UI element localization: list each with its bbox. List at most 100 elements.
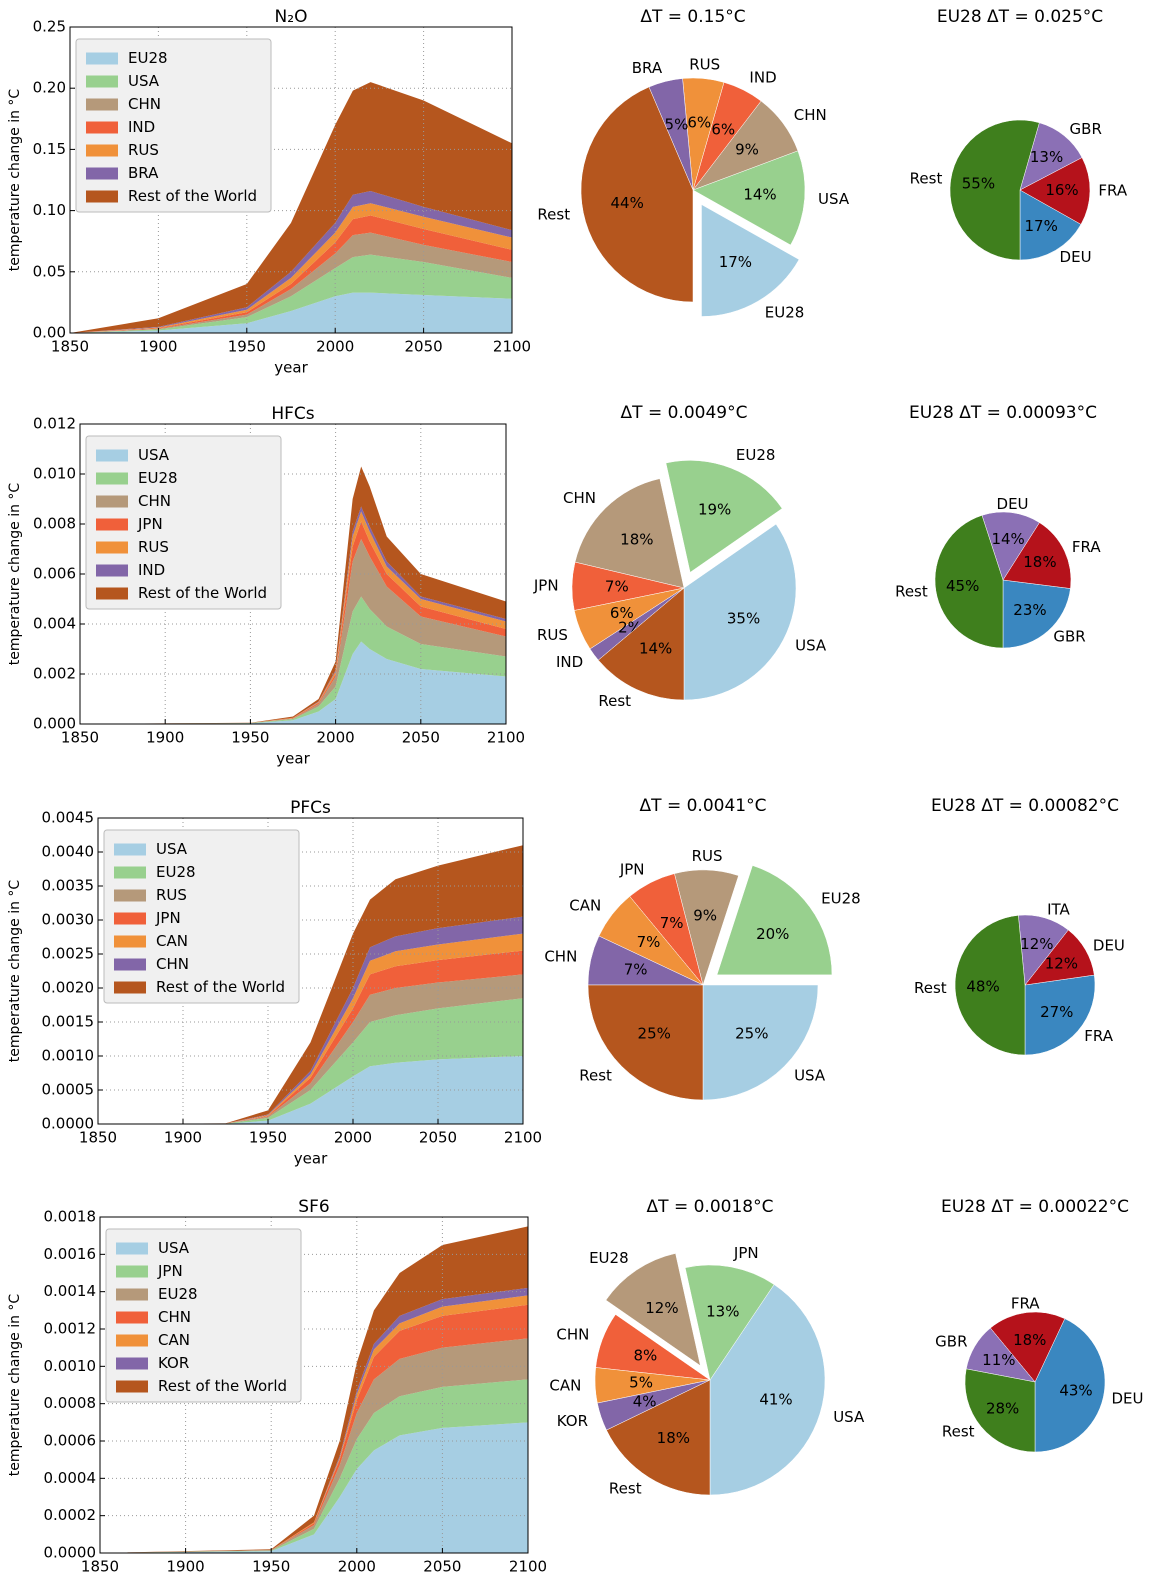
x-tick-label: 2050 bbox=[419, 1129, 457, 1147]
slice-label: DEU bbox=[1093, 936, 1125, 954]
chart-title: EU28 ΔT = 0.00022°C bbox=[941, 1197, 1129, 1217]
slice-percent: 9% bbox=[693, 907, 717, 925]
y-axis-label: temperature change in °C bbox=[7, 880, 23, 1063]
slice-label: JPN bbox=[733, 1244, 759, 1262]
legend-swatch bbox=[114, 935, 146, 948]
slice-label: Rest bbox=[609, 1480, 642, 1498]
area-series bbox=[98, 1056, 523, 1124]
x-tick-label: 2050 bbox=[402, 729, 440, 747]
slice-label: CAN bbox=[569, 897, 601, 915]
legend-label: Rest of the World bbox=[128, 187, 257, 205]
y-axis-label: temperature change in °C bbox=[7, 89, 23, 272]
legend-label: Rest of the World bbox=[158, 1377, 287, 1395]
legend-label: CAN bbox=[156, 932, 188, 950]
area-series bbox=[80, 466, 506, 724]
legend-label: USA bbox=[138, 446, 170, 464]
slice-label: FRA bbox=[1072, 538, 1101, 556]
slice-percent: 17% bbox=[1025, 217, 1058, 235]
y-tick-label: 0.0005 bbox=[42, 1081, 95, 1099]
slice-label: Rest bbox=[579, 1067, 612, 1085]
area-series bbox=[98, 998, 523, 1124]
slice-percent: 13% bbox=[1030, 148, 1063, 166]
x-tick-label: 1900 bbox=[139, 338, 177, 356]
y-tick-label: 0.0008 bbox=[44, 1394, 97, 1412]
legend-label: KOR bbox=[158, 1354, 189, 1372]
slice-percent: 7% bbox=[605, 577, 629, 595]
pie-slice bbox=[580, 86, 694, 303]
y-tick-label: 0.000 bbox=[33, 715, 76, 733]
legend-swatch bbox=[114, 843, 146, 856]
legend-swatch bbox=[116, 1380, 148, 1393]
slice-percent: 18% bbox=[1013, 1331, 1046, 1349]
x-tick-label: 1900 bbox=[167, 1558, 205, 1576]
x-tick-label: 1950 bbox=[249, 1129, 287, 1147]
chart-title: PFCs bbox=[290, 798, 331, 818]
y-tick-label: 0.0010 bbox=[42, 1047, 95, 1065]
y-axis-label: temperature change in °C bbox=[7, 1294, 23, 1477]
y-tick-label: 0.15 bbox=[33, 140, 66, 158]
area-series bbox=[100, 1304, 528, 1553]
y-tick-label: 0.0006 bbox=[44, 1432, 97, 1450]
legend-swatch bbox=[86, 75, 118, 88]
area-series bbox=[100, 1226, 528, 1553]
x-tick-label: 2100 bbox=[487, 729, 525, 747]
slice-percent: 8% bbox=[633, 1346, 657, 1364]
pie-slice bbox=[1002, 579, 1071, 649]
legend-label: JPN bbox=[157, 1262, 183, 1280]
y-tick-label: 0.00 bbox=[33, 324, 66, 342]
x-tick-label: 2100 bbox=[504, 1129, 542, 1147]
x-tick-label: 2100 bbox=[509, 1558, 547, 1576]
slice-label: DEU bbox=[997, 495, 1029, 513]
pie-slice bbox=[574, 478, 685, 589]
chart-title: ΔT = 0.15°C bbox=[640, 7, 745, 27]
slice-percent: 6% bbox=[610, 604, 634, 622]
slice-percent: 12% bbox=[645, 1299, 678, 1317]
slice-percent: 9% bbox=[735, 140, 759, 158]
legend-swatch bbox=[86, 98, 118, 111]
pie-slice bbox=[692, 150, 806, 246]
slice-label: EU28 bbox=[821, 890, 861, 908]
x-tick-label: 2000 bbox=[334, 1129, 372, 1147]
pie-slice bbox=[949, 119, 1040, 261]
pie-slice bbox=[964, 1368, 1036, 1453]
area-series bbox=[80, 641, 506, 724]
area-series bbox=[98, 933, 523, 1124]
pie-chart: EU28 ΔT = 0.00022°C DEU 43% FRA 18% GBR 11% Res… bbox=[935, 1197, 1144, 1453]
x-axis-label: year bbox=[274, 359, 308, 377]
legend-label: Rest of the World bbox=[138, 584, 267, 602]
y-tick-label: 0.004 bbox=[33, 615, 76, 633]
legend-label: CHN bbox=[138, 492, 171, 510]
x-tick-label: 1850 bbox=[51, 338, 89, 356]
area-chart: 1850 1900 1950 2000 2050 2100 0.0000 0.0002 0.00… bbox=[7, 1197, 547, 1576]
slice-percent: 25% bbox=[735, 1024, 768, 1042]
y-tick-label: 0.008 bbox=[33, 515, 76, 533]
slice-percent: 16% bbox=[1045, 181, 1078, 199]
chart-title: ΔT = 0.0041°C bbox=[640, 796, 767, 816]
legend-swatch bbox=[96, 564, 128, 577]
slice-label: CHN bbox=[544, 947, 577, 965]
slice-label: BRA bbox=[632, 59, 663, 77]
area-series bbox=[98, 916, 523, 1124]
pie-slice bbox=[1019, 157, 1091, 225]
area-chart: 1850 1900 1950 2000 2050 2100 0.000 0.002 0.004 0… bbox=[7, 404, 525, 768]
legend-box bbox=[105, 1228, 302, 1403]
plot-frame bbox=[69, 26, 513, 334]
pie-slice bbox=[1024, 974, 1096, 1056]
legend-label: CHN bbox=[158, 1308, 191, 1326]
legend-swatch bbox=[96, 541, 128, 554]
legend-label: USA bbox=[128, 72, 160, 90]
slice-percent: 35% bbox=[727, 610, 760, 628]
slice-percent: 14% bbox=[639, 639, 672, 657]
chart-title: EU28 ΔT = 0.025°C bbox=[937, 7, 1103, 27]
y-tick-label: 0.0020 bbox=[42, 979, 95, 997]
slice-label: Rest bbox=[942, 1422, 975, 1440]
pie-chart: ΔT = 0.0049°C USA 35% EU28 19% CHN 18% JPN 7% RUS… bbox=[533, 403, 827, 710]
slice-label: EU28 bbox=[736, 446, 776, 464]
pie-slice bbox=[683, 523, 797, 701]
plot-frame bbox=[79, 423, 507, 725]
legend-label: JPN bbox=[155, 909, 181, 927]
chart-title: HFCs bbox=[271, 404, 314, 424]
slice-label: USA bbox=[794, 1067, 826, 1085]
legend-swatch bbox=[116, 1265, 148, 1278]
